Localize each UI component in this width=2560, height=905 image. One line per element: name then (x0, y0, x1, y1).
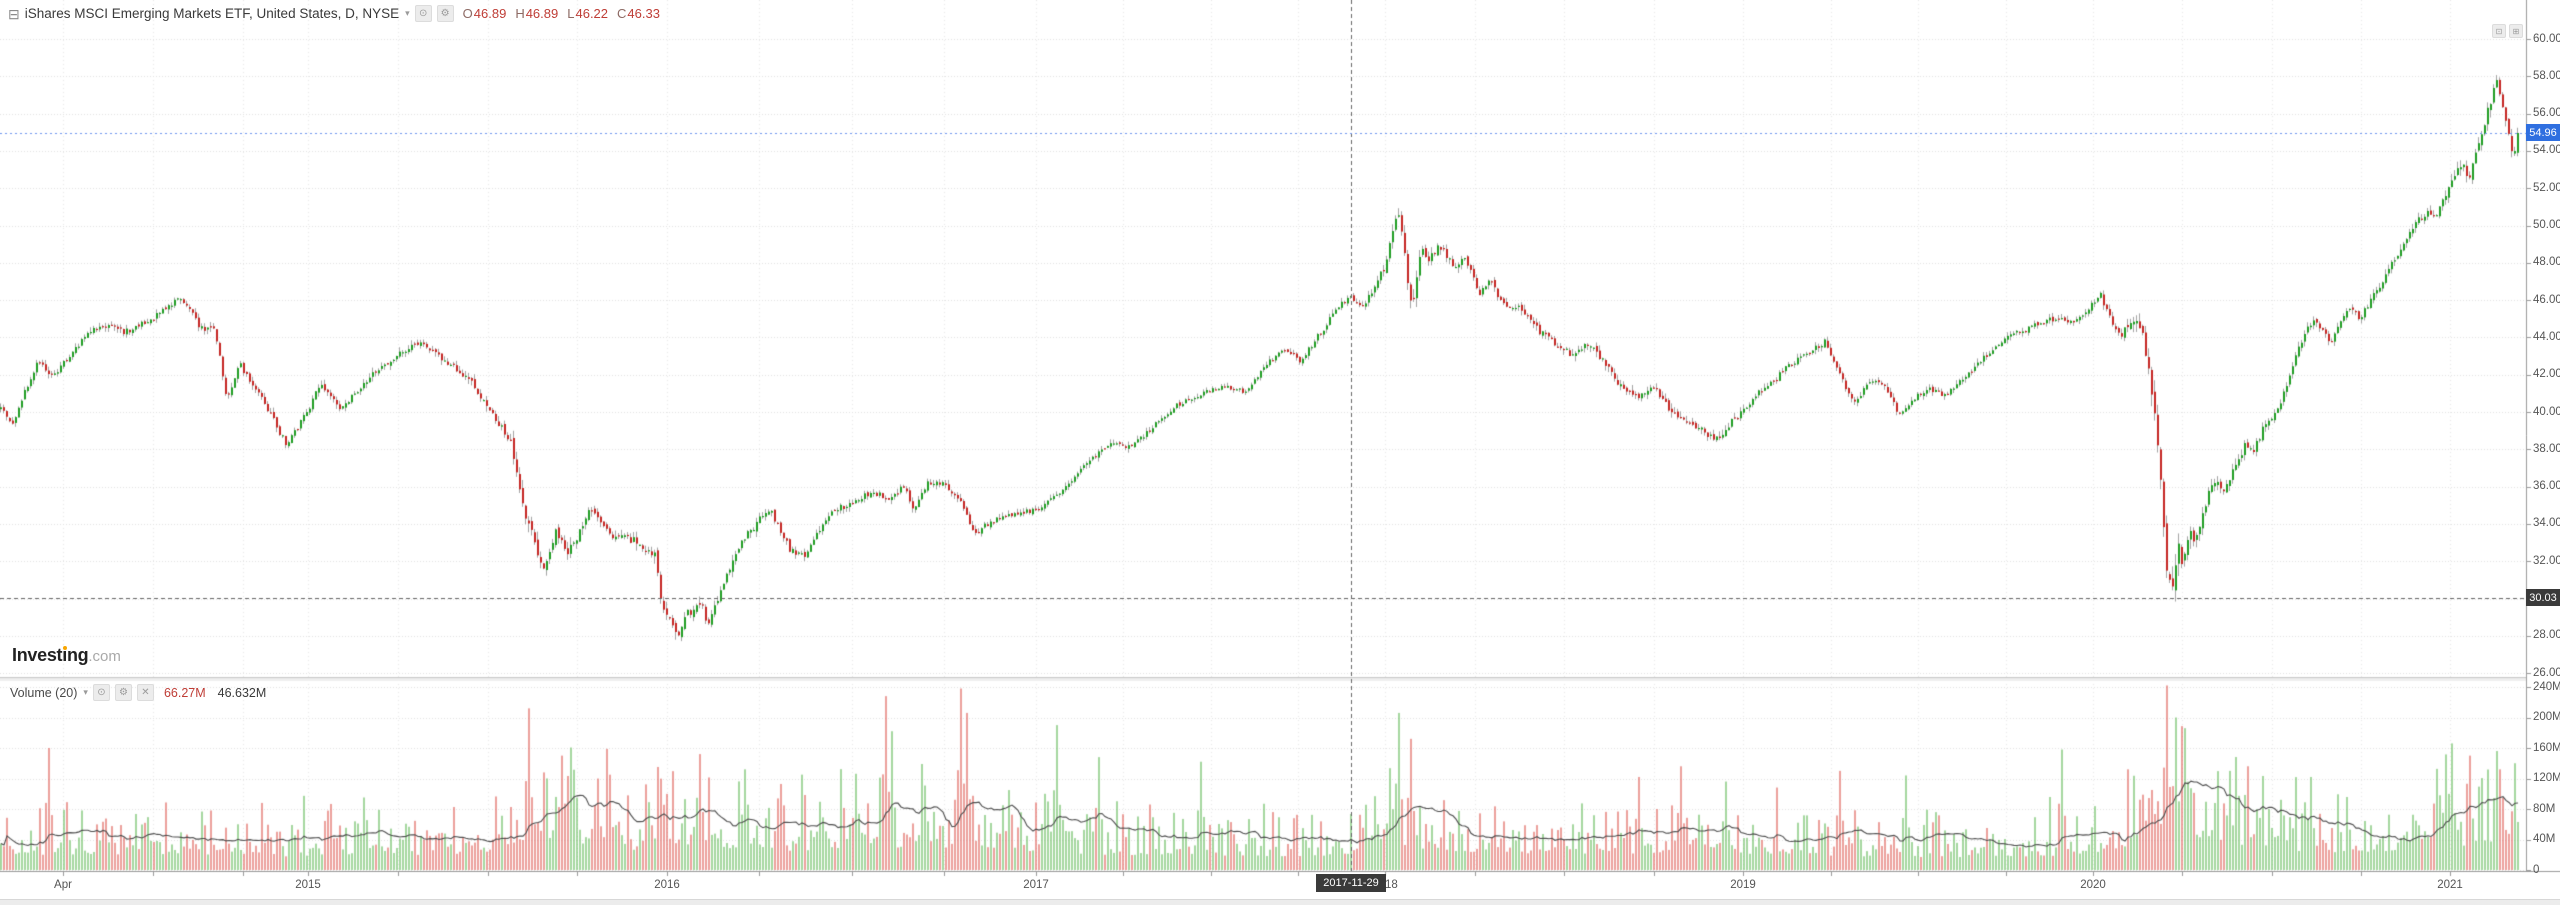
high-label: H (515, 6, 525, 21)
time-axis[interactable] (0, 871, 2560, 899)
fullscreen-icon[interactable]: ⊞ (2509, 24, 2523, 38)
collapse-pane-icon[interactable]: ⊟ (8, 5, 20, 22)
logo-brand-text: Investıng (12, 645, 89, 665)
snapshot-icon[interactable]: ⊡ (2492, 24, 2506, 38)
price-axis[interactable] (2526, 0, 2560, 871)
volume-close-icon[interactable]: ✕ (136, 684, 154, 701)
volume-current-value: 66.27M (163, 685, 206, 700)
close-label: C (617, 6, 627, 21)
indicator-visibility-icon[interactable]: ⊙ (414, 5, 432, 22)
investing-logo[interactable]: Investıng.com (12, 645, 121, 666)
ohlc-readout: O 46.89 H 46.89 L 46.22 C 46.33 (463, 6, 660, 21)
volume-settings-icon[interactable]: ⚙ (114, 684, 132, 701)
volume-average-value: 46.632M (217, 685, 267, 700)
chart-quick-actions: ⊡ ⊞ (2492, 24, 2523, 38)
low-value: 46.22 (575, 6, 609, 21)
open-label: O (462, 6, 473, 21)
logo-orange-dot: ı (62, 645, 67, 665)
symbol-title[interactable]: iShares MSCI Emerging Markets ETF, Unite… (24, 6, 400, 21)
indicator-settings-icon[interactable]: ⚙ (436, 5, 454, 22)
volume-indicator-label[interactable]: Volume (20) (10, 685, 78, 700)
bottom-scroll-strip[interactable] (0, 899, 2560, 905)
volume-visibility-icon[interactable]: ⊙ (92, 684, 110, 701)
low-label: L (567, 6, 575, 21)
high-value: 46.89 (525, 6, 559, 21)
open-value: 46.89 (473, 6, 507, 21)
symbol-legend-row: ⊟ iShares MSCI Emerging Markets ETF, Uni… (8, 5, 660, 22)
volume-legend-row: Volume (20) ▾ ⊙ ⚙ ✕ 66.27M 46.632M (10, 684, 266, 701)
close-value: 46.33 (627, 6, 660, 21)
chevron-down-icon[interactable]: ▾ (83, 687, 88, 697)
chevron-down-icon[interactable]: ▾ (405, 8, 410, 18)
logo-suffix-text: .com (88, 648, 121, 665)
